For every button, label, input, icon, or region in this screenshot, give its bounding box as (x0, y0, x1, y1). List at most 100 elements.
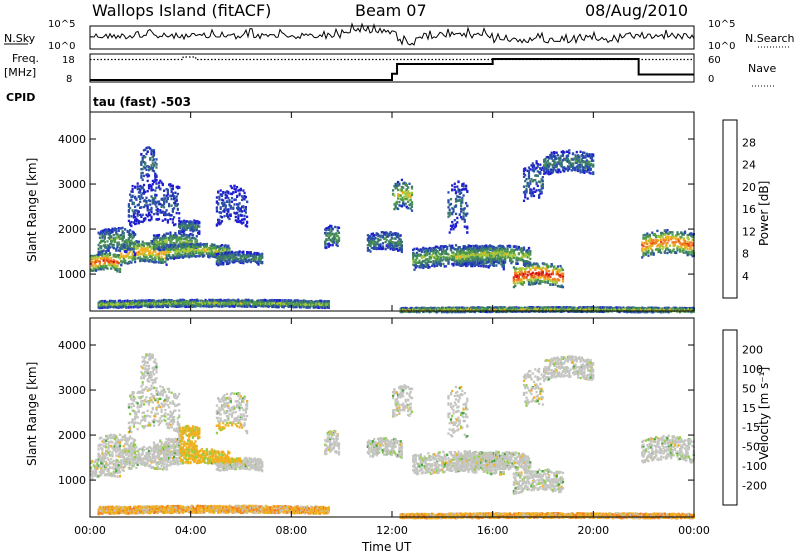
data-cell (171, 303, 174, 306)
data-cell (164, 257, 167, 260)
data-cell (454, 192, 458, 195)
data-cell (230, 250, 234, 254)
data-cell (447, 258, 450, 262)
data-cell (145, 204, 148, 208)
data-cell (100, 239, 103, 242)
data-cell (90, 262, 93, 265)
data-cell (254, 255, 257, 258)
data-cell (210, 305, 213, 308)
data-cell (137, 304, 140, 307)
data-cell (183, 227, 186, 230)
data-cell (502, 249, 505, 252)
data-cell (140, 243, 143, 246)
data-cell (447, 211, 450, 215)
data-cell (276, 305, 279, 309)
data-cell (293, 300, 296, 304)
data-cell (330, 229, 333, 233)
data-cell (468, 259, 471, 262)
data-cell (233, 254, 236, 257)
data-cell (476, 249, 479, 252)
data-cell (495, 250, 498, 253)
data-cell (263, 301, 266, 304)
data-cell (337, 231, 341, 234)
data-cell (389, 247, 392, 251)
data-cell (520, 271, 523, 274)
data-cell (234, 304, 237, 307)
data-cell (532, 274, 536, 277)
data-cell (515, 256, 518, 259)
data-cell (92, 255, 95, 258)
data-cell (432, 255, 435, 259)
data-cell (505, 252, 508, 256)
data-cell (155, 300, 158, 303)
data-cell (218, 248, 221, 251)
data-cell (209, 244, 212, 248)
data-cell (131, 201, 134, 204)
data-cell (447, 215, 450, 218)
data-cell (516, 248, 519, 251)
data-cell (130, 234, 133, 238)
data-cell (327, 304, 330, 308)
data-cell (146, 257, 149, 260)
data-cell (136, 257, 139, 260)
data-cell (252, 259, 255, 262)
data-cell (152, 261, 156, 264)
data-cell (126, 248, 129, 252)
data-cell (248, 252, 251, 255)
data-cell (203, 305, 206, 308)
data-cell (100, 301, 103, 304)
data-cell (188, 234, 191, 237)
data-cell (140, 163, 143, 166)
data-cell (155, 158, 158, 161)
data-cell (213, 302, 216, 305)
data-cell (524, 264, 527, 267)
data-cell (116, 254, 119, 257)
data-cell (229, 257, 232, 260)
data-cell (195, 255, 198, 258)
data-cell (183, 225, 186, 229)
data-cell (154, 242, 157, 245)
data-cell (203, 244, 206, 247)
data-cell (248, 304, 251, 308)
data-cell (212, 246, 215, 249)
data-cell (197, 248, 200, 252)
data-cell (130, 199, 133, 202)
data-cell (204, 303, 207, 306)
data-cell (188, 236, 191, 239)
data-cell (141, 196, 144, 200)
data-cell (154, 247, 157, 250)
data-cell (157, 200, 161, 203)
data-cell (337, 239, 341, 242)
data-cell (527, 281, 531, 284)
data-cell (193, 226, 196, 230)
data-cell (402, 197, 405, 201)
data-cell (160, 237, 163, 241)
data-cell (426, 259, 429, 262)
data-cell (151, 260, 154, 263)
data-cell (157, 252, 161, 255)
data-cell (188, 224, 191, 228)
data-cell (102, 265, 105, 268)
data-cell (432, 261, 435, 264)
data-cell (419, 266, 422, 269)
data-cell (442, 250, 445, 253)
data-cell (171, 246, 174, 249)
data-cell (116, 237, 119, 240)
data-cell (239, 302, 242, 305)
data-cell (437, 256, 440, 259)
data-cell (384, 231, 387, 234)
data-cell (113, 267, 117, 270)
data-cell (482, 263, 485, 266)
data-cell (457, 190, 460, 193)
data-cell (112, 253, 115, 257)
data-cell (550, 263, 553, 266)
data-cell (121, 247, 124, 250)
data-cell (126, 243, 129, 247)
data-cell (230, 302, 234, 305)
data-cell (243, 254, 246, 257)
data-cell (449, 228, 453, 231)
data-cell (432, 252, 435, 255)
data-cell (215, 254, 218, 258)
data-cell (174, 234, 177, 237)
data-cell (180, 300, 183, 303)
